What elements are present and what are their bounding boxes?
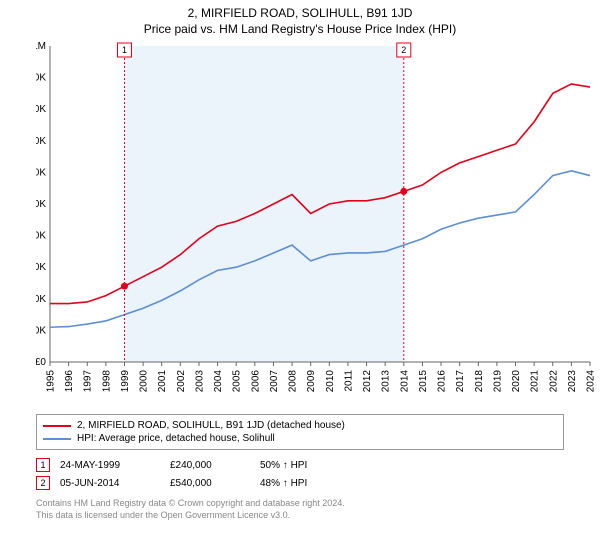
svg-text:2019: 2019 <box>492 370 503 393</box>
svg-text:2018: 2018 <box>474 370 485 393</box>
chart-plot: £0 £100K £200K £300K £400K £500K £600K £700K £80… <box>36 40 596 410</box>
svg-text:2003: 2003 <box>194 370 205 393</box>
svg-text:£900K: £900K <box>36 73 46 84</box>
svg-text:£200K: £200K <box>36 294 46 305</box>
svg-text:2009: 2009 <box>306 370 317 393</box>
legend-row: 2, MIRFIELD ROAD, SOLIHULL, B91 1JD (det… <box>43 419 557 432</box>
sale-pct: 48% ↑ HPI <box>260 478 320 489</box>
svg-text:2011: 2011 <box>343 370 354 392</box>
svg-text:£800K: £800K <box>36 104 46 115</box>
sale-price: £540,000 <box>170 478 250 489</box>
legend-row: HPI: Average price, detached house, Soli… <box>43 432 557 445</box>
svg-text:1996: 1996 <box>64 370 75 393</box>
svg-text:2022: 2022 <box>548 370 559 393</box>
svg-text:£100K: £100K <box>36 325 46 336</box>
svg-text:2005: 2005 <box>232 370 243 393</box>
svg-text:2001: 2001 <box>157 370 168 393</box>
svg-text:1: 1 <box>122 45 127 55</box>
svg-text:2007: 2007 <box>269 370 280 393</box>
svg-text:£700K: £700K <box>36 136 46 147</box>
svg-text:2012: 2012 <box>362 370 373 393</box>
sales-table: 1 24-MAY-1999 £240,000 50% ↑ HPI 2 05-JU… <box>36 456 564 492</box>
sale-marker-icon: 2 <box>36 476 50 490</box>
legend-swatch <box>43 438 71 440</box>
svg-text:2023: 2023 <box>567 370 578 393</box>
sale-row: 2 05-JUN-2014 £540,000 48% ↑ HPI <box>36 474 564 492</box>
svg-text:2002: 2002 <box>176 370 187 393</box>
svg-text:2006: 2006 <box>250 370 261 393</box>
svg-text:£1M: £1M <box>36 41 46 52</box>
svg-text:2004: 2004 <box>213 370 224 393</box>
chart-container: 2, MIRFIELD ROAD, SOLIHULL, B91 1JD Pric… <box>0 0 600 560</box>
svg-text:2014: 2014 <box>399 370 410 393</box>
footer-line: Contains HM Land Registry data © Crown c… <box>36 498 564 510</box>
svg-text:2024: 2024 <box>586 370 597 393</box>
svg-text:2000: 2000 <box>139 370 150 393</box>
chart-subtitle: Price paid vs. HM Land Registry's House … <box>0 20 600 40</box>
svg-text:1995: 1995 <box>46 370 57 393</box>
svg-text:2020: 2020 <box>511 370 522 393</box>
svg-text:2016: 2016 <box>437 370 448 393</box>
svg-text:£600K: £600K <box>36 167 46 178</box>
svg-text:2015: 2015 <box>418 370 429 393</box>
svg-text:1998: 1998 <box>101 370 112 393</box>
sale-pct: 50% ↑ HPI <box>260 460 320 471</box>
svg-text:2010: 2010 <box>325 370 336 393</box>
svg-text:2017: 2017 <box>455 370 466 393</box>
legend: 2, MIRFIELD ROAD, SOLIHULL, B91 1JD (det… <box>36 414 564 450</box>
svg-text:2013: 2013 <box>381 370 392 393</box>
sale-price: £240,000 <box>170 460 250 471</box>
svg-text:£500K: £500K <box>36 199 46 210</box>
svg-text:2021: 2021 <box>530 370 541 393</box>
svg-text:1999: 1999 <box>120 370 131 393</box>
svg-text:2008: 2008 <box>288 370 299 393</box>
svg-text:2: 2 <box>401 45 406 55</box>
legend-label: HPI: Average price, detached house, Soli… <box>77 433 275 444</box>
legend-swatch <box>43 425 71 427</box>
svg-text:£400K: £400K <box>36 231 46 242</box>
svg-text:£300K: £300K <box>36 262 46 273</box>
sale-marker-icon: 1 <box>36 458 50 472</box>
sale-row: 1 24-MAY-1999 £240,000 50% ↑ HPI <box>36 456 564 474</box>
svg-text:1997: 1997 <box>83 370 94 393</box>
chart-title: 2, MIRFIELD ROAD, SOLIHULL, B91 1JD <box>0 0 600 20</box>
sale-date: 05-JUN-2014 <box>60 478 160 489</box>
legend-label: 2, MIRFIELD ROAD, SOLIHULL, B91 1JD (det… <box>77 420 345 431</box>
svg-text:£0: £0 <box>36 357 46 368</box>
sale-date: 24-MAY-1999 <box>60 460 160 471</box>
footer-line: This data is licensed under the Open Gov… <box>36 510 564 522</box>
footer-attribution: Contains HM Land Registry data © Crown c… <box>36 498 564 521</box>
chart-svg: £0 £100K £200K £300K £400K £500K £600K £700K £80… <box>36 40 596 410</box>
